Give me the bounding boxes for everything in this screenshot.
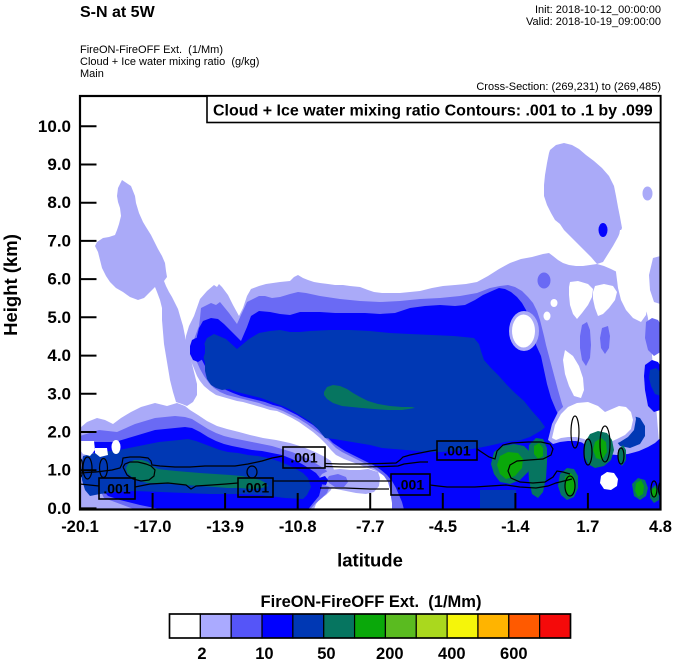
- svg-text:10.0: 10.0: [38, 117, 71, 136]
- svg-text:7.0: 7.0: [47, 231, 71, 250]
- svg-text:2.0: 2.0: [47, 423, 71, 442]
- svg-text:.001: .001: [290, 450, 317, 466]
- svg-text:-10.8: -10.8: [279, 518, 317, 536]
- svg-text:-4.5: -4.5: [429, 518, 457, 536]
- svg-text:S-N at 5W: S-N at 5W: [80, 4, 156, 21]
- svg-text:Main: Main: [80, 68, 104, 80]
- svg-text:200: 200: [376, 645, 404, 663]
- svg-text:-1.4: -1.4: [501, 518, 530, 536]
- svg-text:400: 400: [438, 645, 466, 663]
- svg-text:Init: 2018-10-12_00:00:00: Init: 2018-10-12_00:00:00: [535, 4, 661, 16]
- svg-text:latitude: latitude: [337, 550, 403, 571]
- svg-text:-17.0: -17.0: [134, 518, 172, 536]
- svg-text:FireON-FireOFF Ext. (1/Mm): FireON-FireOFF Ext. (1/Mm): [261, 593, 482, 611]
- svg-text:6.0: 6.0: [47, 270, 71, 289]
- svg-text:Cloud + Ice water mixing ratio: Cloud + Ice water mixing ratio Contours:…: [213, 103, 653, 120]
- svg-text:5.0: 5.0: [47, 308, 71, 327]
- svg-text:50: 50: [317, 645, 335, 663]
- svg-text:4.0: 4.0: [47, 346, 71, 365]
- svg-text:FireON-FireOFF Ext. (1/Mm): FireON-FireOFF Ext. (1/Mm): [80, 44, 223, 56]
- svg-text:-7.7: -7.7: [356, 518, 384, 536]
- svg-text:0.0: 0.0: [47, 499, 71, 518]
- svg-text:2: 2: [197, 645, 206, 663]
- svg-text:Cloud + Ice water mixing ratio: Cloud + Ice water mixing ratio (g/kg): [80, 56, 259, 68]
- svg-text:10: 10: [255, 645, 273, 663]
- svg-text:Valid: 2018-10-19_09:00:00: Valid: 2018-10-19_09:00:00: [526, 16, 661, 28]
- svg-text:-20.1: -20.1: [61, 518, 99, 536]
- svg-text:Cross-Section: (269,231) to (2: Cross-Section: (269,231) to (269,485): [476, 81, 661, 93]
- svg-text:.001: .001: [103, 481, 130, 497]
- svg-text:600: 600: [500, 645, 528, 663]
- svg-text:1.7: 1.7: [576, 518, 599, 536]
- svg-text:3.0: 3.0: [47, 384, 71, 403]
- svg-text:-13.9: -13.9: [206, 518, 244, 536]
- svg-text:.001: .001: [242, 480, 269, 496]
- svg-text:.001: .001: [397, 477, 424, 493]
- svg-text:.001: .001: [443, 443, 470, 459]
- svg-text:4.8: 4.8: [649, 518, 672, 536]
- svg-text:Height (km): Height (km): [0, 234, 21, 336]
- svg-text:1.0: 1.0: [47, 461, 71, 480]
- svg-text:8.0: 8.0: [47, 193, 71, 212]
- svg-text:9.0: 9.0: [47, 155, 71, 174]
